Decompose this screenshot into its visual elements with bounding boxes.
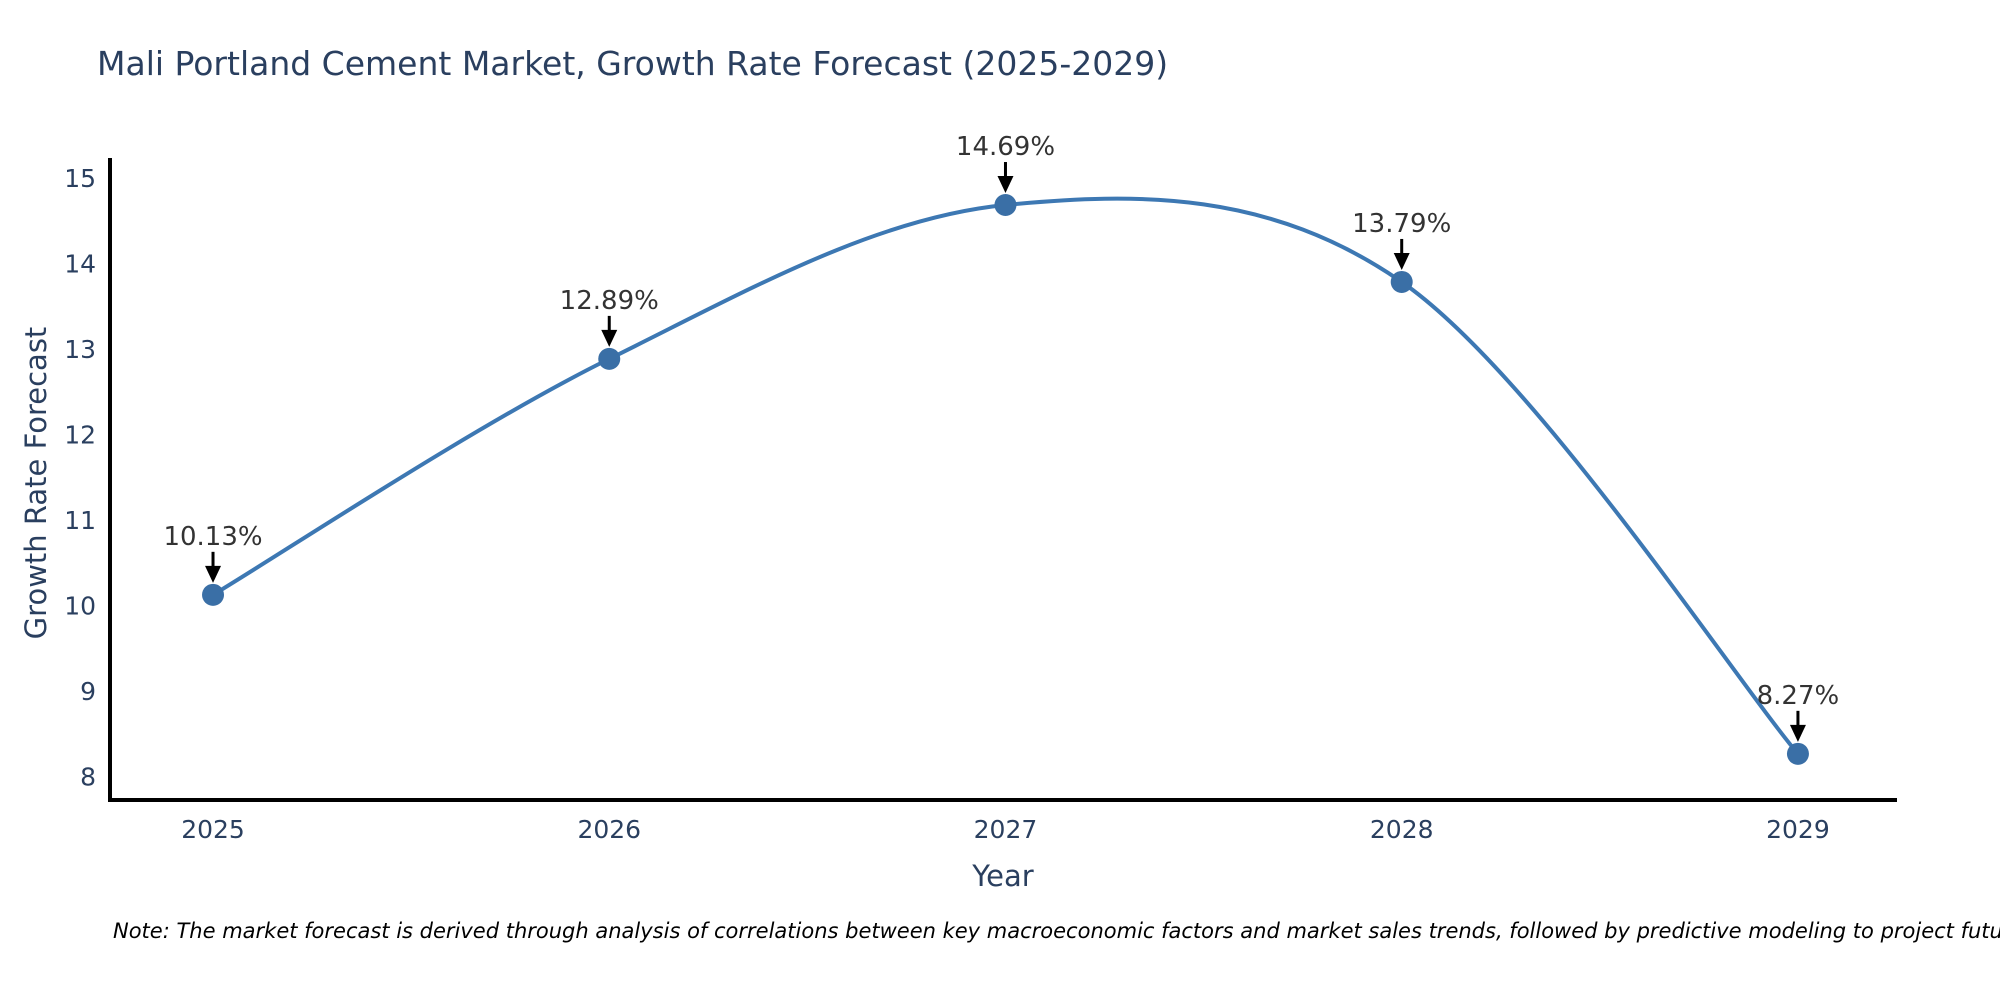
y-tick-label: 13 <box>64 335 96 364</box>
data-point-marker <box>1390 270 1413 293</box>
annotation-arrowhead <box>1393 252 1410 270</box>
forecast-line <box>211 196 1800 756</box>
chart-title: Mali Portland Cement Market, Growth Rate… <box>97 44 1169 83</box>
x-tick-label: 2029 <box>1766 815 1830 844</box>
point-label: 13.79% <box>1352 209 1451 239</box>
data-point-marker <box>202 583 225 606</box>
y-tick-label: 8 <box>80 762 96 791</box>
x-tick-label: 2027 <box>974 815 1038 844</box>
y-tick-label: 11 <box>64 506 96 535</box>
data-point-marker <box>598 347 621 370</box>
annotation-arrowhead <box>1789 724 1806 742</box>
x-tick-label: 2025 <box>181 815 245 844</box>
y-tick-label: 14 <box>64 250 96 279</box>
annotation-arrowhead <box>997 176 1014 194</box>
data-point-marker <box>994 194 1017 217</box>
data-point-marker <box>1786 742 1809 765</box>
x-tick-label: 2028 <box>1370 815 1434 844</box>
x-tick-label: 2026 <box>577 815 641 844</box>
annotation-arrowhead <box>601 329 618 347</box>
y-tick-label: 12 <box>64 420 96 449</box>
y-tick-label: 10 <box>64 591 96 620</box>
point-label: 8.27% <box>1757 681 1840 711</box>
annotation-arrowhead <box>205 565 222 583</box>
y-tick-label: 9 <box>80 677 96 706</box>
x-axis-title: Year <box>972 859 1034 893</box>
point-label: 10.13% <box>163 522 262 552</box>
footnote: Note: The market forecast is derived thr… <box>113 919 2000 943</box>
point-label: 14.69% <box>956 132 1055 162</box>
point-label: 12.89% <box>560 286 659 316</box>
y-tick-label: 15 <box>64 164 96 193</box>
